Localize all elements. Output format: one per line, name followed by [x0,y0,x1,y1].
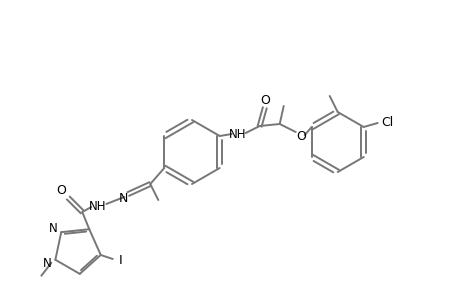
Text: O: O [259,94,269,106]
Text: O: O [295,130,305,142]
Text: N: N [49,222,57,235]
Text: O: O [56,184,66,196]
Text: I: I [118,254,123,268]
Text: NH: NH [229,128,246,140]
Text: N: N [43,257,51,270]
Text: Cl: Cl [381,116,393,128]
Text: N: N [118,193,128,206]
Text: NH: NH [88,200,106,214]
